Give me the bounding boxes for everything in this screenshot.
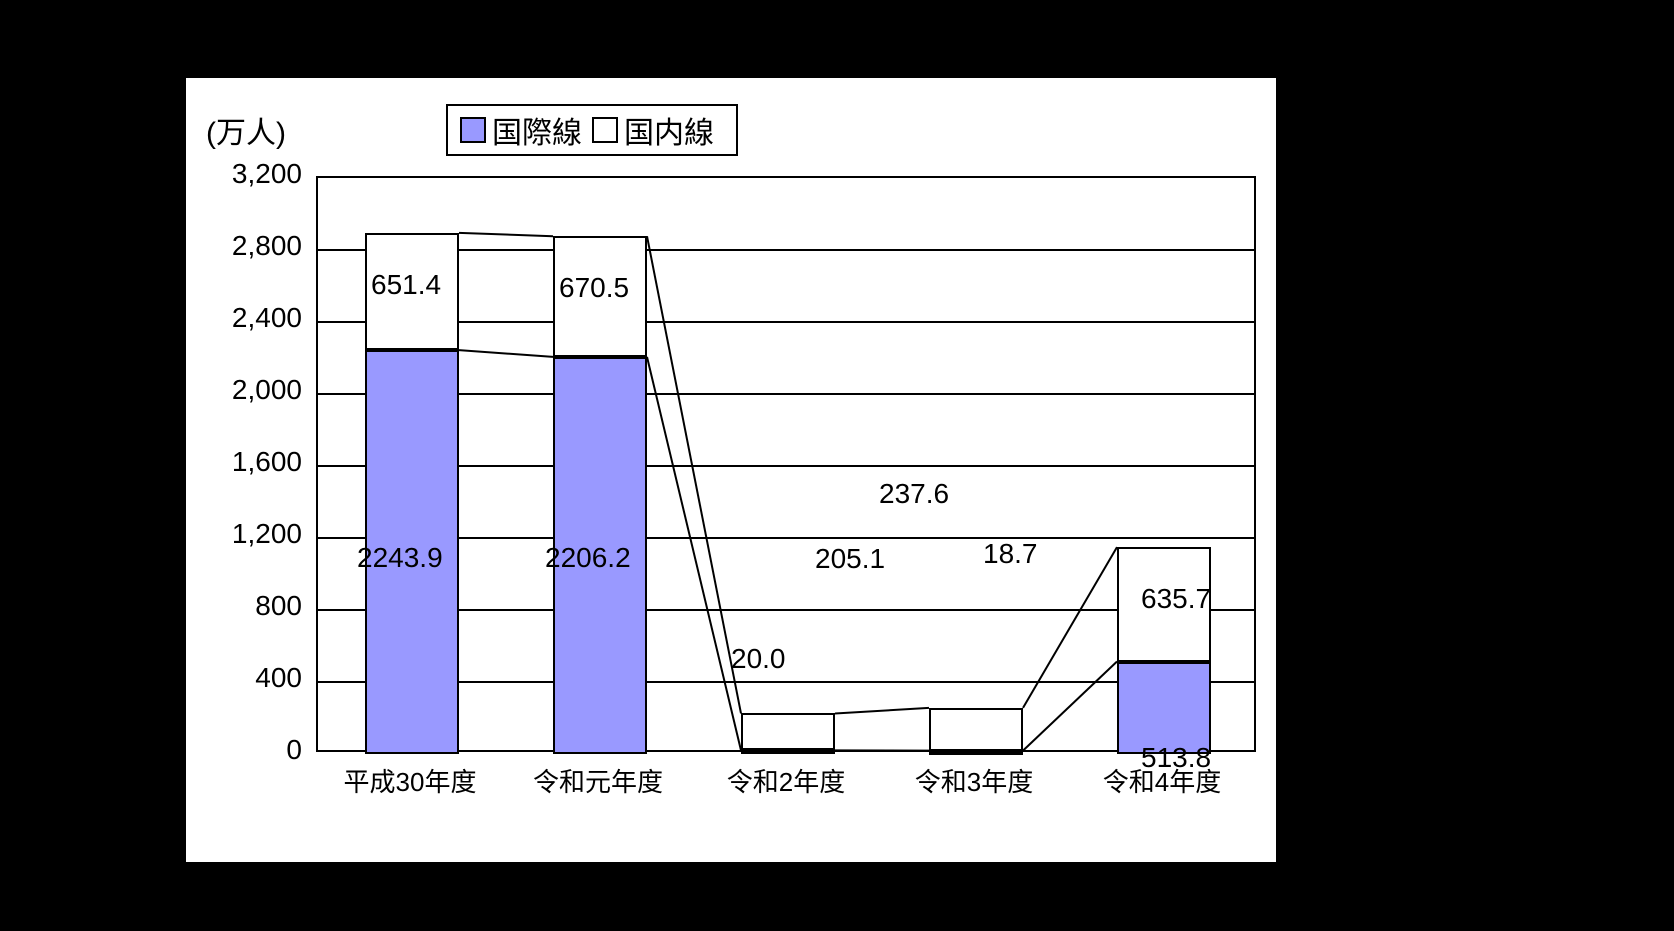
ytick-label: 2,000 xyxy=(186,374,302,406)
ytick-label: 0 xyxy=(186,734,302,766)
ytick-label: 2,400 xyxy=(186,302,302,334)
bar-domestic xyxy=(741,713,835,750)
legend-label: 国際線 xyxy=(492,108,582,152)
data-label-domestic: 237.6 xyxy=(879,478,949,510)
xtick-label: 平成30年度 xyxy=(316,762,504,799)
data-label-international: 20.0 xyxy=(731,643,786,675)
bar-international xyxy=(741,750,835,754)
legend-swatch xyxy=(592,117,618,143)
data-label-domestic: 205.1 xyxy=(815,543,885,575)
legend-item: 国内線 xyxy=(592,108,714,152)
data-label-international: 18.7 xyxy=(983,538,1038,570)
data-label-domestic: 670.5 xyxy=(559,272,629,304)
xtick-label: 令和4年度 xyxy=(1068,762,1256,799)
data-label-domestic: 635.7 xyxy=(1141,583,1211,615)
bar-international xyxy=(929,751,1023,755)
legend-label: 国内線 xyxy=(624,108,714,152)
ytick-label: 1,600 xyxy=(186,446,302,478)
data-label-international: 2206.2 xyxy=(545,542,631,574)
ytick-label: 3,200 xyxy=(186,158,302,190)
xtick-label: 令和2年度 xyxy=(692,762,880,799)
ytick-label: 400 xyxy=(186,662,302,694)
plot-area: 651.4 2243.9 670.5 2206.2 205.1 20.0 237.6 18.7… xyxy=(316,176,1256,752)
data-label-domestic: 651.4 xyxy=(371,269,441,301)
yaxis-title: (万人) xyxy=(206,108,286,152)
legend: 国際線国内線 xyxy=(446,104,738,156)
chart-panel: (万人) 651.4 2243.9 670.5 2206.2 205.1 20.0 237.6… xyxy=(186,78,1276,862)
bar-international xyxy=(1117,662,1211,754)
data-label-international: 2243.9 xyxy=(357,542,443,574)
legend-item: 国際線 xyxy=(460,108,582,152)
xtick-label: 令和3年度 xyxy=(880,762,1068,799)
ytick-label: 1,200 xyxy=(186,518,302,550)
ytick-label: 800 xyxy=(186,590,302,622)
bar-domestic xyxy=(929,708,1023,751)
ytick-label: 2,800 xyxy=(186,230,302,262)
xtick-label: 令和元年度 xyxy=(504,762,692,799)
legend-swatch xyxy=(460,117,486,143)
